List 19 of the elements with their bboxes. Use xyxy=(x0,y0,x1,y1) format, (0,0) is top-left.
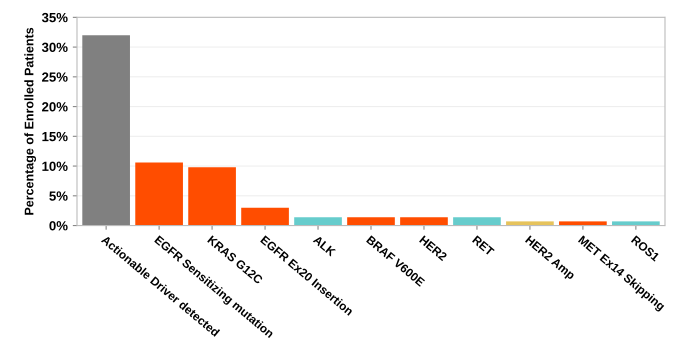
y-tick-label: 5% xyxy=(49,191,68,201)
bar xyxy=(135,162,183,226)
bar xyxy=(294,217,342,226)
y-tick-label: 30% xyxy=(42,42,68,52)
y-tick-label: 25% xyxy=(42,72,68,82)
bar xyxy=(82,35,130,226)
y-tick-label: 10% xyxy=(42,162,68,171)
y-tick-label: 35% xyxy=(42,12,68,22)
y-axis-title: Percentage of Enrolled Patients xyxy=(24,28,36,215)
bar xyxy=(347,217,395,226)
bar xyxy=(400,217,448,226)
y-tick-label: 15% xyxy=(42,132,68,142)
y-tick-label: 0% xyxy=(49,221,68,230)
bar xyxy=(241,208,289,226)
bar xyxy=(188,167,236,226)
x-tick-label: RET xyxy=(472,235,495,256)
bar xyxy=(453,217,501,226)
x-tick-label: ALK xyxy=(312,235,336,257)
y-tick-label: 20% xyxy=(42,102,68,112)
